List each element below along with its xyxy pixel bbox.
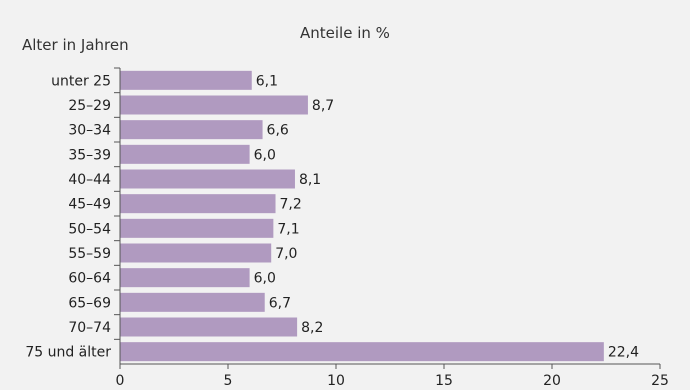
- value-label: 8,2: [301, 320, 323, 336]
- axes: 0 5 10 15 20 25: [114, 67, 669, 389]
- category-label: 75 und älter: [25, 345, 111, 361]
- x-tick-label: 15: [435, 373, 453, 389]
- value-label: 6,6: [267, 123, 289, 139]
- bar-group: unter 25 6,1 25–29 8,7 30–34 6,6 35–39 6,0 40–44…: [25, 70, 639, 362]
- category-label: 45–49: [68, 197, 111, 213]
- bar-8: [120, 268, 250, 288]
- category-label: 70–74: [68, 320, 111, 336]
- category-label: 65–69: [68, 295, 111, 311]
- bar-2: [120, 120, 263, 140]
- bar-0: [120, 70, 252, 90]
- x-tick-label: 25: [651, 373, 669, 389]
- bar-9: [120, 292, 265, 312]
- x-tick-label: 5: [224, 373, 233, 389]
- category-label: unter 25: [51, 73, 111, 89]
- bar-5: [120, 194, 276, 214]
- bar-1: [120, 95, 308, 115]
- bar-7: [120, 243, 272, 263]
- category-label: 40–44: [68, 172, 111, 188]
- category-label: 35–39: [68, 147, 111, 163]
- y-axis-label: Alter in Jahren: [22, 36, 129, 54]
- bar-10: [120, 317, 298, 337]
- value-label: 6,0: [254, 147, 276, 163]
- value-label: 7,1: [277, 221, 299, 237]
- bar-4: [120, 169, 295, 189]
- x-tick-label: 10: [327, 373, 345, 389]
- x-tick-label: 20: [543, 373, 561, 389]
- category-label: 25–29: [68, 98, 111, 114]
- chart-title: Anteile in %: [300, 24, 390, 42]
- value-label: 6,0: [254, 271, 276, 287]
- category-label: 55–59: [68, 246, 111, 262]
- value-label: 7,0: [275, 246, 297, 262]
- value-label: 22,4: [608, 345, 639, 361]
- bar-6: [120, 218, 274, 238]
- value-label: 7,2: [280, 197, 302, 213]
- category-label: 60–64: [68, 271, 111, 287]
- category-label: 30–34: [68, 123, 111, 139]
- value-label: 8,1: [299, 172, 321, 188]
- bar-3: [120, 144, 250, 164]
- category-label: 50–54: [68, 221, 111, 237]
- value-label: 8,7: [312, 98, 334, 114]
- bar-11: [120, 342, 604, 362]
- x-tick-label: 0: [116, 373, 125, 389]
- value-label: 6,7: [269, 295, 291, 311]
- value-label: 6,1: [256, 73, 278, 89]
